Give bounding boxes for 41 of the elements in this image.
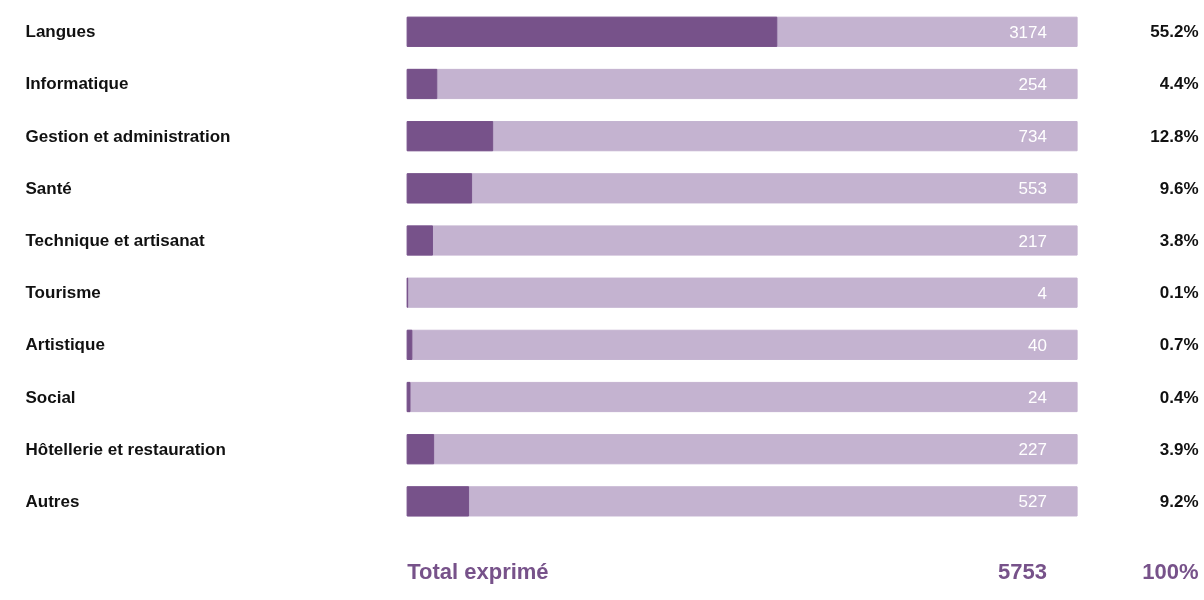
- y-tick-label: Social: [25, 387, 76, 407]
- data-label: 4: [1037, 283, 1047, 303]
- text: 9.6%: [1159, 178, 1199, 198]
- text: 5753: [998, 559, 1047, 585]
- bar: [406, 121, 494, 152]
- y-tick-label: Technique et artisanat: [25, 231, 206, 250]
- y-tick-label: Langues: [25, 22, 96, 42]
- data-label: 734: [1018, 127, 1047, 147]
- y-tick-label: Hôtellerie et restauration: [25, 439, 226, 459]
- bar: [406, 173, 473, 204]
- bar: [406, 381, 411, 413]
- data-label: 24: [1028, 388, 1047, 408]
- data-label: 3174: [1009, 22, 1047, 42]
- text: 9.2%: [1159, 491, 1199, 511]
- bar: [406, 486, 470, 517]
- text: 55.2%: [1150, 22, 1199, 42]
- y-tick-label: Informatique: [25, 74, 129, 94]
- text: Total exprimé: [407, 559, 549, 585]
- text: 0.4%: [1159, 387, 1199, 407]
- text: 12.8%: [1150, 126, 1199, 146]
- y-tick-label: Autres: [25, 491, 80, 511]
- data-label: 227: [1018, 440, 1047, 460]
- text: 100%: [1142, 559, 1199, 585]
- bar: [406, 225, 433, 256]
- text: 3.9%: [1159, 439, 1199, 459]
- y-tick-label: Santé: [25, 178, 72, 198]
- bar: [406, 434, 435, 465]
- data-label: 553: [1018, 179, 1047, 199]
- text: 0.1%: [1159, 283, 1199, 303]
- y-tick-label: Gestion et administration: [25, 126, 231, 146]
- bar: [406, 329, 413, 360]
- y-tick-label: Tourisme: [25, 283, 101, 303]
- text: 0.7%: [1159, 335, 1199, 355]
- data-label: 254: [1018, 74, 1047, 94]
- text: 3.8%: [1159, 231, 1199, 250]
- data-label: 217: [1018, 231, 1047, 251]
- data-label: 40: [1028, 335, 1047, 355]
- y-tick-label: Artistique: [25, 335, 105, 355]
- data-label: 527: [1018, 492, 1047, 512]
- text: 4.4%: [1159, 74, 1199, 94]
- bar: [406, 68, 438, 100]
